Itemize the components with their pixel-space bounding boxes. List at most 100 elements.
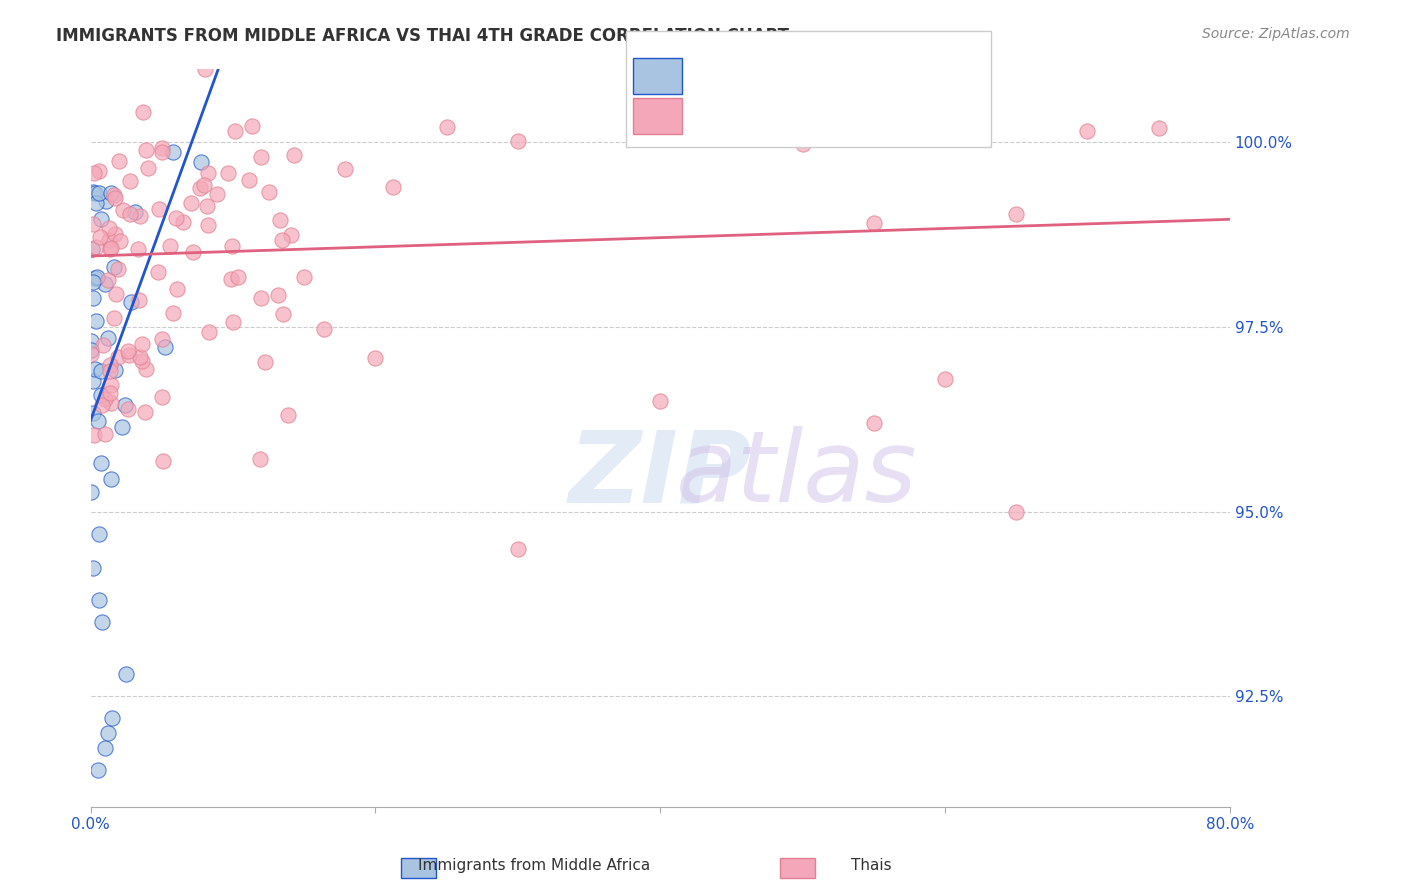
Immigrants from Middle Africa	[111, 420, 134, 434]
Thais	[277, 408, 299, 422]
Thais	[267, 288, 290, 302]
Thais	[152, 454, 174, 468]
Thais	[94, 426, 117, 441]
Thais	[197, 218, 219, 232]
Immigrants from Middle Africa	[87, 186, 110, 200]
Thais	[205, 187, 228, 202]
Thais	[159, 239, 181, 253]
Thais	[792, 136, 814, 151]
Thais	[364, 351, 387, 365]
Thais	[221, 238, 243, 252]
Thais	[128, 293, 150, 308]
Thais	[87, 164, 110, 178]
Thais	[165, 211, 187, 226]
Thais	[1147, 120, 1170, 135]
Immigrants from Middle Africa	[90, 387, 112, 401]
Thais	[436, 120, 458, 135]
Thais	[862, 216, 884, 230]
Thais	[314, 322, 336, 336]
Immigrants from Middle Africa	[100, 186, 122, 201]
Thais	[120, 174, 142, 188]
Immigrants from Middle Africa	[90, 364, 112, 378]
Thais	[254, 354, 277, 368]
Thais	[180, 196, 202, 211]
Thais	[1005, 505, 1028, 519]
Thais	[98, 364, 121, 378]
Thais	[150, 332, 173, 346]
Thais	[249, 150, 271, 164]
Thais	[89, 230, 111, 244]
Thais	[82, 217, 104, 231]
Thais	[98, 220, 121, 235]
Thais	[150, 141, 173, 155]
Thais	[117, 401, 139, 416]
Thais	[146, 265, 169, 279]
Thais	[217, 165, 239, 179]
Thais	[131, 354, 153, 368]
Immigrants from Middle Africa	[94, 194, 117, 209]
Immigrants from Middle Africa	[97, 331, 120, 345]
Thais	[98, 233, 121, 247]
Thais	[103, 188, 125, 202]
Thais	[98, 385, 121, 400]
Text: N =  47: N = 47	[837, 59, 910, 77]
Thais	[103, 311, 125, 326]
Thais	[97, 273, 120, 287]
Immigrants from Middle Africa	[87, 526, 110, 541]
Thais	[100, 242, 122, 256]
Thais	[131, 337, 153, 351]
Immigrants from Middle Africa	[103, 260, 125, 274]
Thais	[94, 392, 117, 406]
Immigrants from Middle Africa	[83, 186, 105, 200]
Immigrants from Middle Africa	[84, 196, 107, 211]
Immigrants from Middle Africa	[138, 37, 160, 51]
Thais	[201, 47, 224, 62]
Thais	[107, 261, 129, 276]
Thais	[257, 185, 280, 199]
Text: 0.350: 0.350	[713, 59, 769, 77]
Thais	[90, 398, 112, 412]
Text: R = 0.350: R = 0.350	[693, 59, 783, 77]
Immigrants from Middle Africa	[174, 45, 197, 60]
Thais	[108, 153, 131, 168]
Thais	[86, 240, 108, 254]
Thais	[104, 191, 127, 205]
Immigrants from Middle Africa	[101, 711, 124, 725]
Thais	[222, 315, 245, 329]
Thais	[292, 269, 315, 284]
Thais	[118, 348, 141, 362]
Text: Immigrants from Middle Africa: Immigrants from Middle Africa	[418, 858, 651, 872]
Text: ZIP: ZIP	[568, 426, 752, 524]
Immigrants from Middle Africa	[83, 271, 105, 285]
Thais	[122, 36, 145, 50]
Thais	[226, 269, 249, 284]
Thais	[271, 307, 294, 321]
Thais	[131, 105, 153, 120]
Thais	[166, 282, 188, 296]
Thais	[100, 378, 122, 392]
Immigrants from Middle Africa	[162, 145, 184, 159]
Immigrants from Middle Africa	[103, 363, 125, 377]
Thais	[135, 362, 157, 376]
Immigrants from Middle Africa	[80, 484, 103, 499]
Thais	[934, 44, 956, 58]
Thais	[283, 148, 305, 162]
Thais	[135, 144, 157, 158]
Thais	[1005, 207, 1028, 221]
Thais	[193, 62, 215, 77]
Immigrants from Middle Africa	[82, 561, 104, 575]
Thais	[100, 395, 122, 409]
Thais	[181, 245, 204, 260]
Thais	[150, 145, 173, 159]
Immigrants from Middle Africa	[190, 154, 212, 169]
Thais	[198, 325, 221, 339]
Thais	[83, 427, 105, 442]
Immigrants from Middle Africa	[82, 275, 104, 289]
Thais	[136, 161, 159, 176]
Thais	[240, 120, 263, 134]
Immigrants from Middle Africa	[82, 185, 104, 199]
Immigrants from Middle Africa	[100, 472, 122, 486]
Thais	[506, 541, 529, 556]
Thais	[134, 405, 156, 419]
Thais	[105, 287, 128, 301]
